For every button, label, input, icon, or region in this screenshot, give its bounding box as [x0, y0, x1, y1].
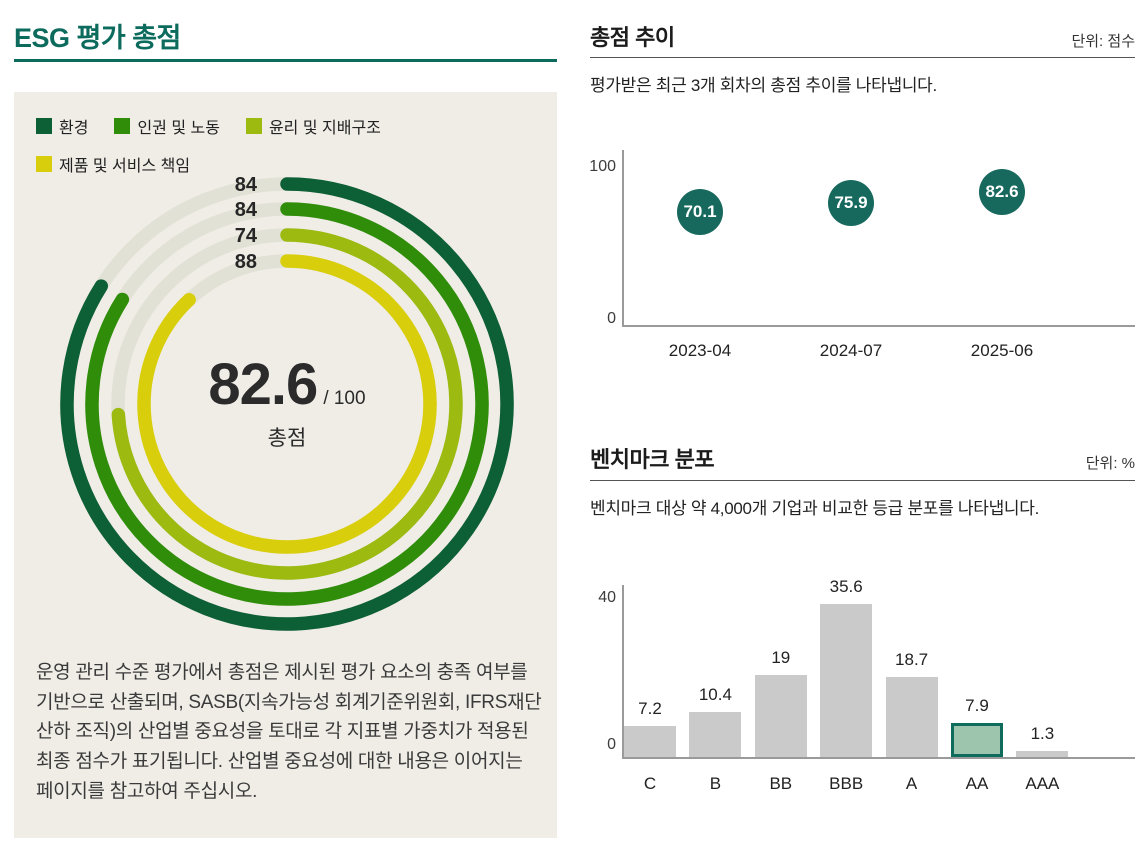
- legend-item-label: 윤리 및 지배구조: [268, 120, 381, 137]
- trend-unit-label: 단위: 점수: [1071, 33, 1135, 50]
- trend-point: 82.6: [979, 169, 1025, 215]
- bar-value-label: 18.7: [895, 649, 929, 669]
- page-title: ESG 평가 총점: [14, 23, 181, 53]
- ring-value-label: 84: [235, 199, 258, 221]
- title-underline: [14, 59, 557, 62]
- bar: [820, 603, 873, 757]
- trend-point: 70.1: [677, 189, 723, 236]
- trend-point: 75.9: [828, 179, 874, 226]
- ring-value-label: 88: [235, 251, 257, 273]
- trend-x-axis-line: [622, 325, 1135, 327]
- legend-item: 인권 및 노동: [114, 114, 220, 138]
- trend-x-label: 2025-06: [970, 341, 1034, 360]
- trend-description: 평가받은 최근 3개 회차의 총점 추이를 나타냅니다.: [590, 76, 937, 95]
- ring-arc: [137, 254, 437, 554]
- bar-value-label: 1.3: [1030, 724, 1055, 744]
- ring-arc: [60, 177, 514, 631]
- legend-item-label: 환경: [59, 120, 89, 137]
- ring-chart: 84 84 74 88: [60, 174, 514, 631]
- benchmark-section-title: 벤치마크 분포: [590, 447, 715, 472]
- legend-item-label: 인권 및 노동: [137, 120, 220, 137]
- ring-value-label: 84: [235, 174, 258, 196]
- trend-y-tick-min: 0: [607, 310, 616, 327]
- benchmark-y-axis-line: [622, 585, 624, 759]
- legend-item: 윤리 및 지배구조: [245, 114, 381, 138]
- legend-swatch: [36, 118, 52, 134]
- footnote-text: 운영 관리 수준 평가에서 총점은 제시된 평가 요소의 충족 여부를 기반으로…: [36, 662, 542, 802]
- benchmark-description: 벤치마크 대상 약 4,000개 기업과 비교한 등급 분포를 나타냅니다.: [590, 499, 1040, 518]
- benchmark-unit-label: 단위: %: [1085, 455, 1135, 472]
- bar-category-label: BB: [769, 774, 793, 793]
- ring-arc: [85, 202, 489, 606]
- benchmark-section-divider: [590, 480, 1135, 481]
- ring-value-label: 74: [235, 225, 258, 247]
- bar-category-label: AA: [965, 774, 989, 793]
- bar-category-label: BBB: [829, 774, 864, 793]
- bar-category-label: C: [643, 774, 657, 793]
- trend-x-label: 2024-07: [819, 341, 883, 360]
- bar-value-label: 10.4: [698, 685, 732, 705]
- trend-x-label: 2023-04: [668, 341, 732, 360]
- bar: [624, 726, 676, 757]
- bar: [689, 712, 742, 757]
- legend-item: 제품 및 서비스 책임: [36, 152, 190, 176]
- bar: [951, 723, 1003, 757]
- bar-value-label: 7.2: [638, 699, 662, 719]
- legend-item: 환경: [36, 114, 88, 138]
- trend-y-tick-max: 100: [589, 158, 616, 175]
- score-value: 82.6: [208, 352, 318, 417]
- score-max: / 100: [323, 388, 366, 409]
- bar-category-label: B: [709, 774, 722, 793]
- bar: [1016, 751, 1069, 757]
- ring-arc: [111, 228, 463, 580]
- legend-swatch: [114, 118, 131, 134]
- trend-y-axis-line: [622, 150, 624, 327]
- benchmark-y-tick-max: 40: [598, 589, 616, 606]
- bar-value-label: 19: [771, 648, 791, 668]
- score-caption: 총점: [267, 427, 307, 450]
- bar-value-label: 35.6: [829, 576, 863, 596]
- bar-value-label: 7.9: [965, 696, 989, 716]
- total-score: 82.6/ 100 총점: [14, 356, 560, 450]
- bar-category-label: AAA: [1025, 774, 1060, 793]
- legend-swatch: [245, 118, 262, 134]
- bar: [885, 676, 938, 757]
- legend-item-label: 제품 및 서비스 책임: [59, 158, 191, 175]
- bar-category-label: A: [905, 774, 918, 793]
- benchmark-y-tick-min: 0: [607, 736, 616, 753]
- bar: [754, 675, 807, 757]
- legend-swatch: [36, 156, 52, 172]
- benchmark-x-axis-line: [622, 757, 1135, 759]
- trend-section-divider: [590, 57, 1135, 58]
- trend-section-title: 총점 추이: [590, 25, 675, 50]
